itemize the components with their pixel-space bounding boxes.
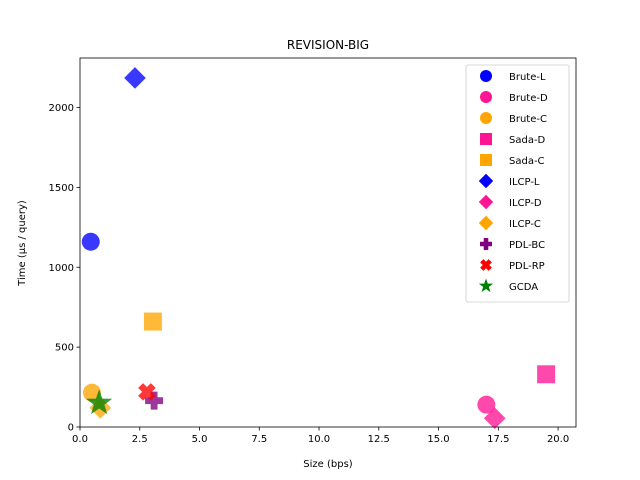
data-point-brute-l: [81, 232, 100, 251]
legend-label: ILCP-L: [509, 177, 540, 188]
legend-label: Brute-L: [509, 72, 546, 83]
legend-label: Sada-D: [509, 135, 546, 146]
data-point-sada-d: [537, 365, 556, 384]
legend-item: ILCP-L: [478, 173, 540, 189]
y-tick-label: 1000: [49, 263, 74, 274]
legend-label: ILCP-C: [509, 219, 541, 230]
x-tick-label: 2.5: [132, 434, 148, 445]
x-tick-label: 20.0: [547, 434, 569, 445]
y-tick-label: 1500: [49, 183, 74, 194]
legend: Brute-L Brute-D Brute-C Sada-D Sada-C ILCP-L I…: [465, 64, 570, 303]
legend-label: GCDA: [509, 282, 538, 293]
data-point-pdl-bc: [145, 391, 164, 410]
legend-item: PDL-BC: [480, 238, 545, 251]
x-tick-label: 10.0: [308, 434, 330, 445]
legend-marker-brute-d: [480, 91, 492, 103]
x-tick-label: 0.0: [72, 434, 88, 445]
x-tick-label: 5.0: [192, 434, 208, 445]
legend-label: PDL-RP: [509, 261, 545, 272]
legend-item: ILCP-C: [478, 215, 541, 231]
data-point-ilcp-d: [483, 407, 506, 430]
data-point-gcda: [86, 389, 113, 415]
data-point-ilcp-l: [124, 67, 146, 89]
legend-item: Brute-L: [480, 70, 546, 83]
legend-marker-ilcp-d: [478, 194, 494, 210]
legend-item: Sada-D: [480, 133, 546, 146]
y-tick-label: 500: [55, 343, 74, 354]
data-point-sada-c: [143, 312, 162, 331]
data-point-brute-d: [477, 395, 496, 414]
x-tick-label: 15.0: [427, 434, 449, 445]
legend-marker-pdl-rp: [480, 259, 492, 271]
x-tick-label: 17.5: [487, 434, 509, 445]
legend-label: Brute-D: [509, 93, 548, 104]
plot-area: 0.0 2.5 5.0 7.5 10.0 12.5 15.0 17.5 20.0 0 500 1000…: [49, 57, 577, 445]
legend-marker-brute-l: [480, 70, 492, 82]
axes-frame: [79, 57, 577, 428]
legend-item: Sada-C: [480, 154, 545, 167]
x-tick-label: 12.5: [368, 434, 390, 445]
chart-title: REVISION-BIG: [287, 38, 369, 52]
y-tick-label: 2000: [49, 103, 74, 114]
legend-item: PDL-RP: [480, 259, 545, 272]
x-axis-label: Size (bps): [303, 459, 353, 470]
legend-marker-ilcp-l: [478, 173, 494, 189]
legend-item: Brute-C: [480, 112, 547, 125]
legend-marker-pdl-bc: [480, 238, 492, 250]
legend-marker-gcda: [478, 278, 494, 293]
legend-marker-sada-c: [480, 154, 492, 166]
data-points: [81, 67, 556, 430]
legend-marker-sada-d: [480, 133, 492, 145]
legend-label: Brute-C: [509, 114, 547, 125]
legend-label: Sada-C: [509, 156, 545, 167]
legend-label: PDL-BC: [509, 240, 545, 251]
y-axis-label: Time (µs / query): [17, 200, 28, 287]
legend-item: GCDA: [478, 278, 538, 293]
data-point-pdl-rp: [138, 383, 156, 401]
x-tick-label: 7.5: [251, 434, 267, 445]
legend-marker-brute-c: [480, 112, 492, 124]
y-tick-label: 0: [68, 423, 74, 434]
legend-item: Brute-D: [480, 91, 548, 104]
legend-item: ILCP-D: [478, 194, 542, 210]
legend-marker-ilcp-c: [478, 215, 494, 231]
legend-label: ILCP-D: [509, 198, 542, 209]
